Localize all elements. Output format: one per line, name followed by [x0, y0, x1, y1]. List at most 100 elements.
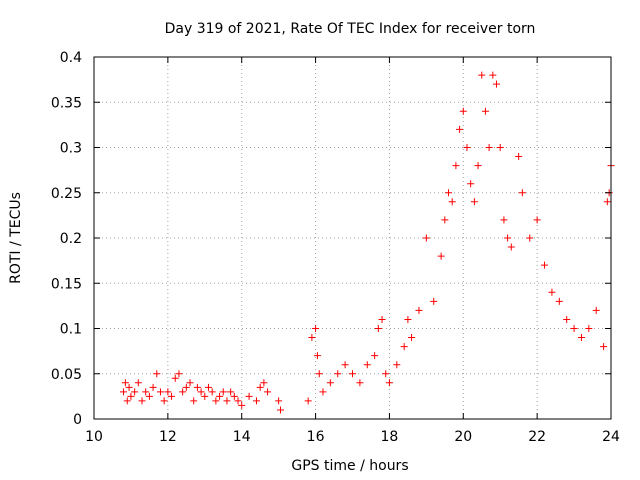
- data-point: [168, 392, 176, 400]
- data-point: [526, 234, 534, 242]
- data-point: [489, 71, 497, 79]
- data-point: [227, 388, 235, 396]
- data-point: [592, 306, 600, 314]
- data-point: [445, 189, 453, 197]
- data-point: [275, 397, 283, 405]
- data-point: [378, 315, 386, 323]
- data-point: [204, 383, 212, 391]
- data-point: [577, 334, 585, 342]
- data-point: [212, 397, 220, 405]
- data-point: [467, 180, 475, 188]
- data-point: [507, 243, 515, 251]
- x-tick-label: 24: [602, 429, 620, 445]
- data-point: [485, 144, 493, 151]
- data-point: [533, 216, 541, 224]
- y-tick-label: 0.3: [60, 141, 82, 157]
- data-point: [142, 388, 150, 396]
- data-point: [570, 325, 578, 332]
- y-tick-label: 0.25: [51, 186, 82, 202]
- data-point: [541, 261, 549, 269]
- data-point: [404, 315, 412, 323]
- data-point: [190, 397, 198, 405]
- data-point: [153, 370, 161, 378]
- data-point: [515, 153, 523, 161]
- data-point: [121, 379, 129, 387]
- plot-frame: [93, 56, 612, 420]
- data-points: [120, 71, 615, 414]
- data-point: [448, 198, 456, 206]
- data-point: [313, 352, 321, 360]
- data-point: [548, 288, 556, 296]
- data-point: [197, 388, 205, 396]
- data-point: [356, 379, 364, 387]
- data-point: [470, 198, 478, 206]
- data-point: [230, 392, 238, 400]
- data-point: [478, 71, 486, 79]
- y-tick-label: 0.4: [60, 50, 82, 66]
- x-tick-label: 22: [528, 429, 546, 445]
- data-point: [496, 144, 504, 151]
- data-point: [452, 162, 460, 170]
- data-point: [120, 388, 128, 396]
- data-point: [437, 252, 445, 260]
- data-point: [304, 397, 312, 405]
- data-point: [415, 306, 423, 314]
- data-point: [422, 234, 430, 242]
- x-tick-label: 20: [454, 429, 472, 445]
- data-point: [134, 379, 142, 387]
- data-point: [385, 379, 393, 387]
- data-point: [474, 162, 482, 170]
- data-point: [374, 325, 382, 332]
- data-point: [149, 383, 157, 391]
- data-point: [179, 388, 187, 396]
- data-point: [127, 392, 135, 400]
- data-point: [123, 397, 131, 405]
- data-point: [326, 379, 334, 387]
- x-tick-label: 10: [85, 429, 103, 445]
- data-point: [518, 189, 526, 197]
- data-point: [260, 379, 268, 387]
- data-point: [315, 370, 323, 378]
- data-point: [500, 216, 508, 224]
- data-point: [400, 343, 408, 351]
- data-point: [171, 374, 179, 382]
- data-point: [238, 401, 246, 409]
- data-point: [341, 361, 349, 369]
- chart-title: Day 319 of 2021, Rate Of TEC Index for r…: [165, 21, 536, 37]
- y-tick-label: 0.1: [60, 322, 82, 338]
- data-point: [481, 107, 489, 115]
- data-point: [363, 361, 371, 369]
- data-point: [408, 334, 416, 342]
- x-tick-label: 16: [307, 429, 325, 445]
- data-point: [216, 392, 224, 400]
- data-point: [308, 334, 316, 342]
- data-point: [219, 388, 227, 396]
- data-point: [156, 388, 164, 396]
- data-point: [125, 383, 133, 391]
- data-point: [430, 297, 438, 305]
- data-point: [555, 297, 563, 305]
- data-point: [138, 397, 146, 405]
- axis-ticks: 10 12 14 16 18 20 22 24 0 0.05 0.1 0.15 0.2 0.25 0.3 0.…: [51, 50, 620, 445]
- y-axis-label: ROTI / TECUs: [8, 192, 24, 284]
- y-tick-label: 0: [73, 412, 82, 428]
- x-axis-label: GPS time / hours: [291, 458, 408, 474]
- data-point: [459, 107, 467, 115]
- data-point: [201, 392, 209, 400]
- x-tick-label: 18: [381, 429, 399, 445]
- data-point: [312, 325, 320, 332]
- data-point: [160, 397, 168, 405]
- data-point: [252, 397, 260, 405]
- data-point: [563, 315, 571, 323]
- data-point: [193, 383, 201, 391]
- grid: [94, 57, 611, 419]
- data-point: [371, 352, 379, 360]
- data-point: [182, 383, 190, 391]
- data-point: [145, 392, 153, 400]
- x-tick-label: 12: [159, 429, 177, 445]
- data-point: [349, 370, 356, 378]
- y-tick-label: 0.35: [51, 95, 82, 111]
- data-point: [276, 406, 284, 414]
- data-point: [245, 392, 253, 400]
